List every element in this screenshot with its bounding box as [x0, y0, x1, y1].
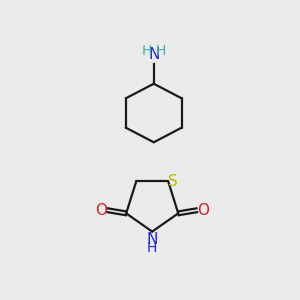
Text: S: S [168, 174, 178, 189]
Text: H: H [155, 44, 166, 58]
Text: O: O [95, 203, 107, 218]
Text: O: O [197, 203, 209, 218]
Text: N: N [146, 232, 158, 247]
Text: H: H [142, 44, 152, 58]
Text: N: N [148, 47, 159, 62]
Text: H: H [147, 241, 158, 255]
